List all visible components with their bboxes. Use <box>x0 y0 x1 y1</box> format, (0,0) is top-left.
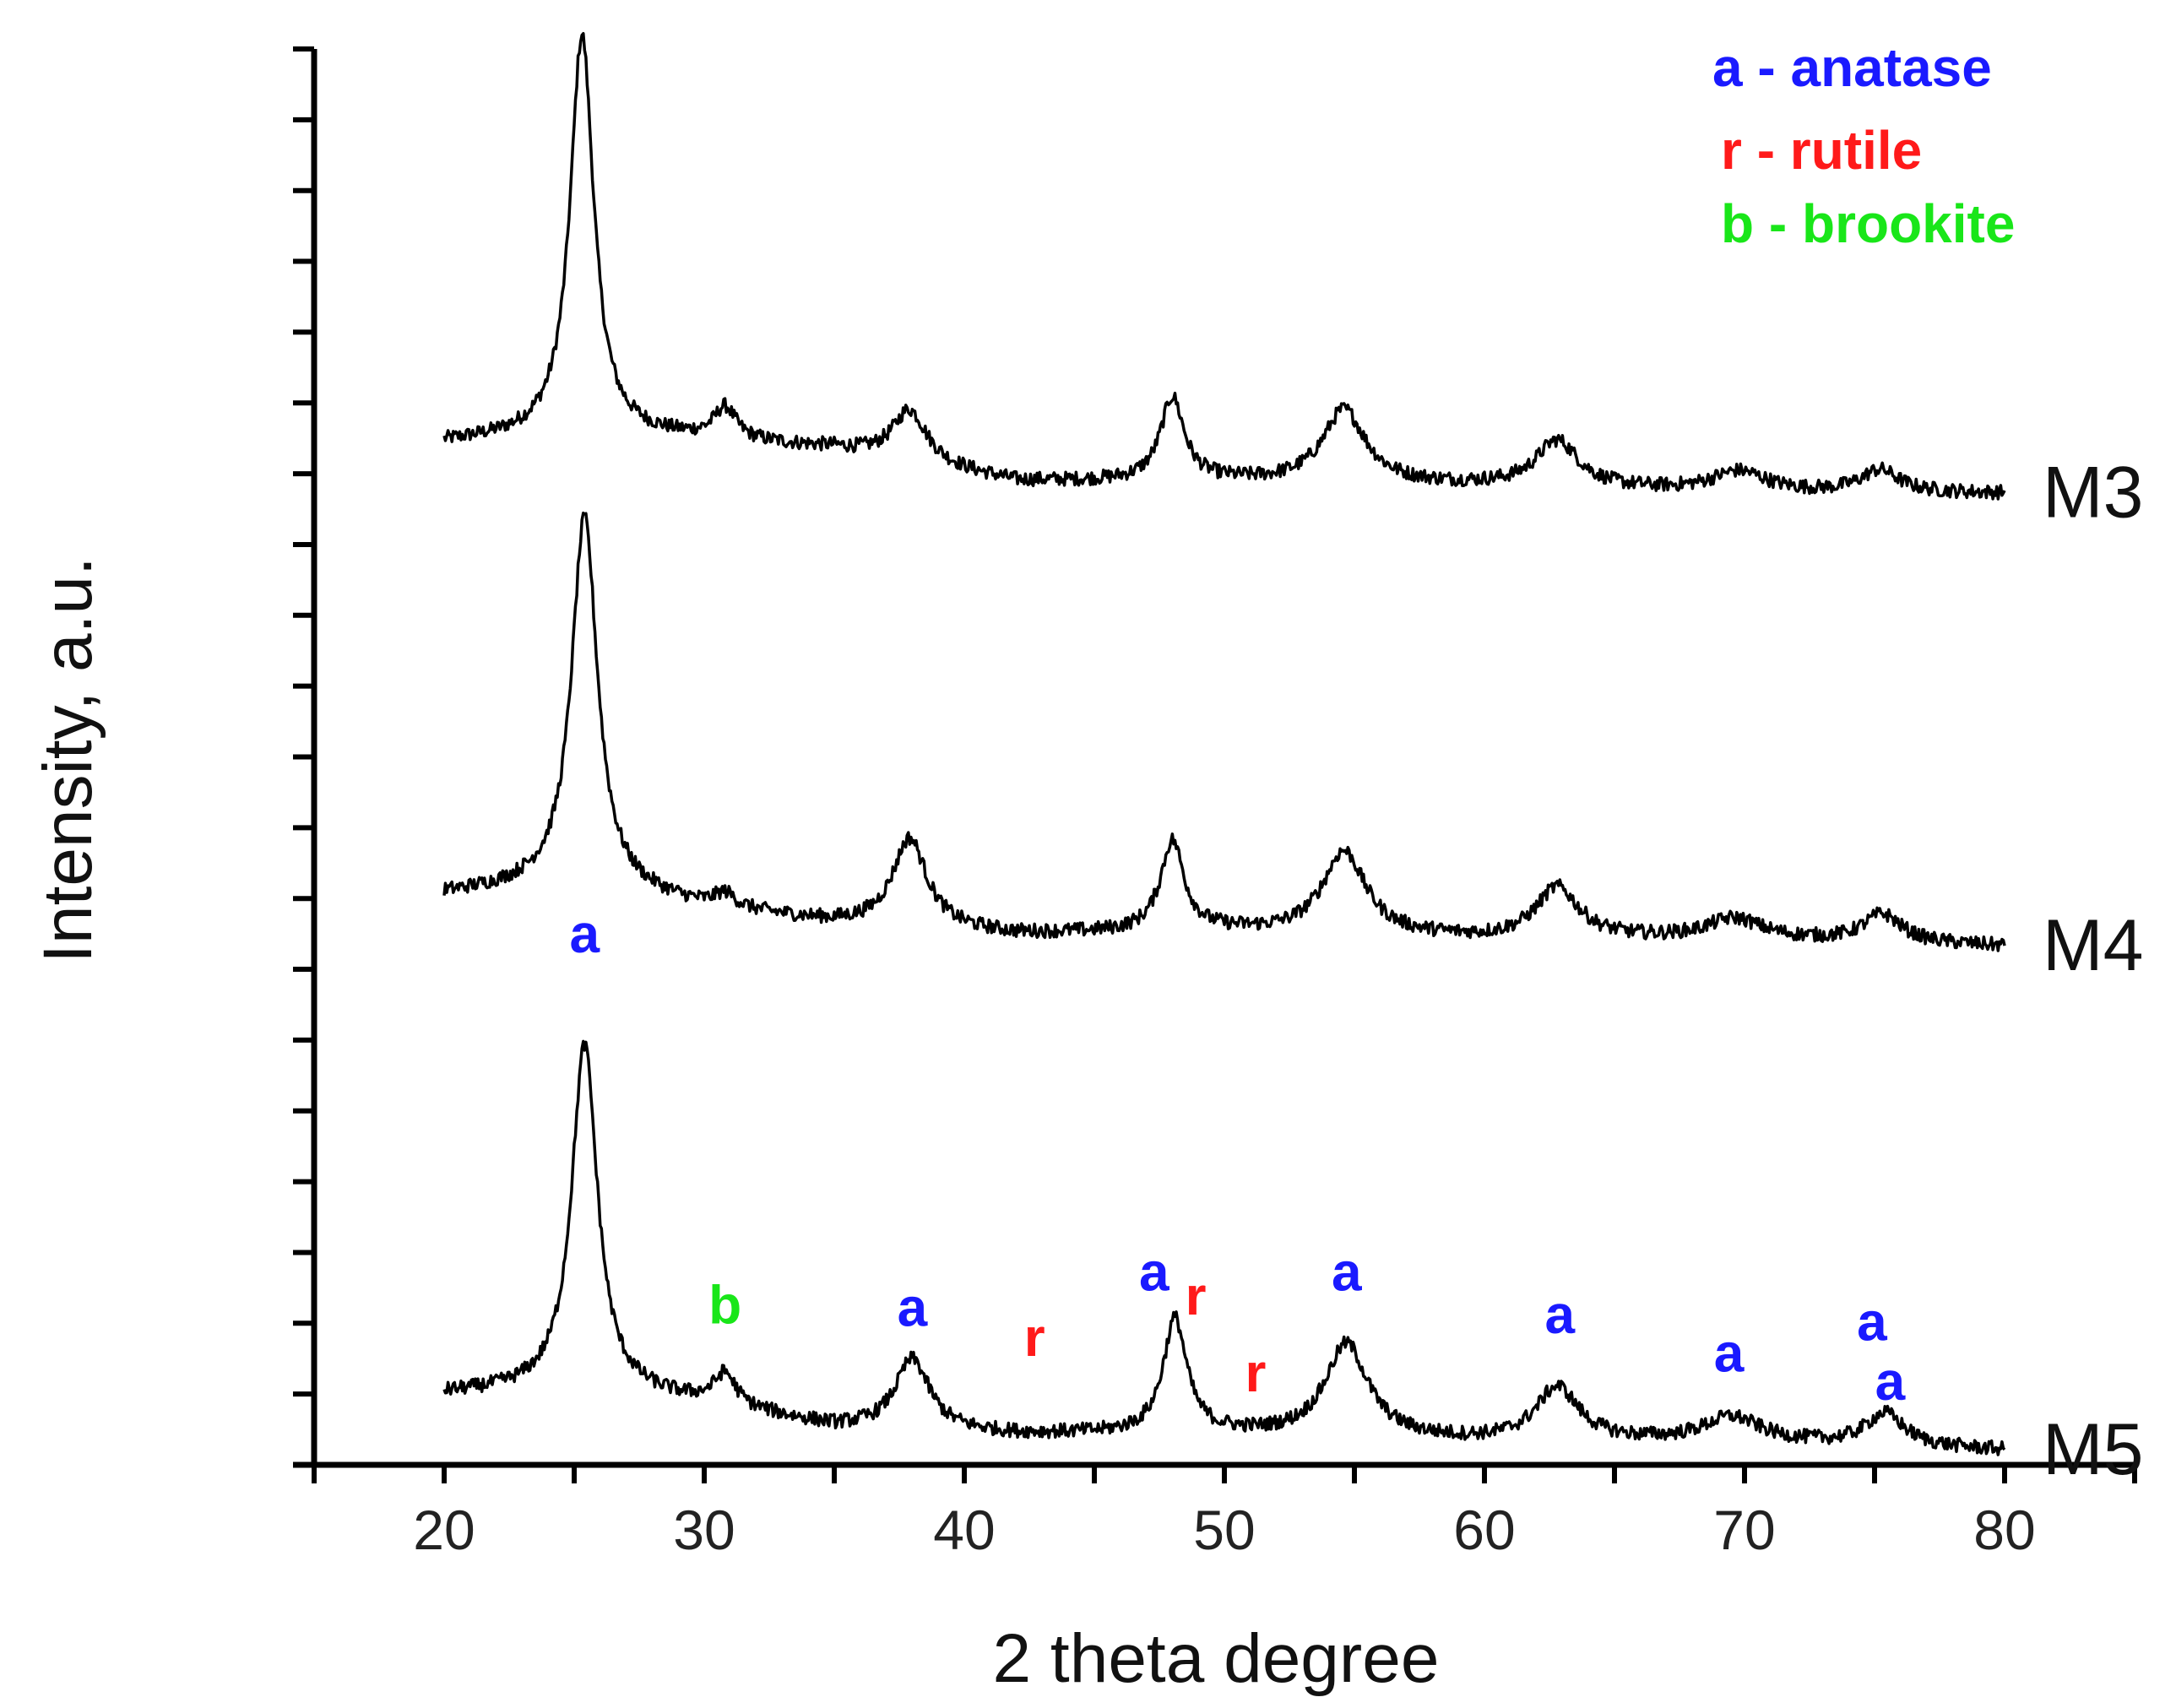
peak-label-anatase: a <box>898 1277 928 1338</box>
series-label-m3: M3 <box>2043 453 2143 534</box>
x-tick-label: 40 <box>933 1499 995 1561</box>
x-tick-label: 30 <box>673 1499 735 1561</box>
legend-entry-rutile: r - rutile <box>1721 120 1922 181</box>
peak-label-rutile: r <box>1245 1342 1267 1403</box>
peak-label-anatase: a <box>1545 1284 1576 1345</box>
series-label-m5: M5 <box>2043 1409 2143 1490</box>
peak-label-anatase: a <box>1714 1322 1745 1383</box>
x-tick-label: 60 <box>1453 1499 1515 1561</box>
peak-label-anatase: a <box>1875 1351 1906 1412</box>
peak-label-rutile: r <box>1186 1266 1207 1326</box>
x-tick-label: 20 <box>413 1499 475 1561</box>
peak-label-rutile: r <box>1024 1307 1045 1368</box>
y-axis-title: Intensity, a.u. <box>30 556 106 963</box>
axes: 20 30 40 50 60 70 80 2 theta degree Intensity, a… <box>30 46 2137 1697</box>
peak-label-anatase: a <box>1332 1242 1362 1303</box>
peak-label-anatase: a <box>1139 1242 1169 1303</box>
series-line-m4 <box>442 511 2006 952</box>
peak-label-anatase: a <box>1857 1291 1887 1352</box>
series-line-m3 <box>442 31 2006 501</box>
x-tick-label: 70 <box>1713 1499 1775 1561</box>
x-axis-title: 2 theta degree <box>993 1620 1440 1697</box>
peak-label-anatase: a <box>570 903 600 964</box>
legend-entry-anatase: a - anatase <box>1712 37 1992 98</box>
legend-entry-brookite: b - brookite <box>1721 193 2015 254</box>
series-line-m5 <box>442 1039 2006 1456</box>
peak-label-brookite: b <box>708 1274 741 1335</box>
series-label-m4: M4 <box>2043 905 2143 986</box>
series-lines <box>442 31 2006 1456</box>
x-tick-label: 80 <box>1973 1499 2035 1561</box>
x-tick-label: 50 <box>1193 1499 1255 1561</box>
